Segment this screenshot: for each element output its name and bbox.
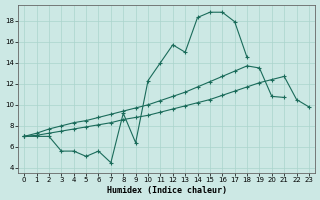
X-axis label: Humidex (Indice chaleur): Humidex (Indice chaleur): [107, 186, 227, 195]
